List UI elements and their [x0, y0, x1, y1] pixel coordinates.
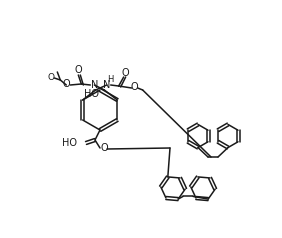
Text: O: O	[100, 143, 108, 153]
Text: O: O	[74, 65, 82, 75]
Text: O: O	[63, 79, 70, 89]
Text: O: O	[131, 82, 138, 92]
Text: O: O	[48, 74, 55, 83]
Text: HO: HO	[62, 138, 77, 148]
Text: N: N	[91, 80, 98, 90]
Text: N: N	[103, 80, 110, 90]
Text: HO: HO	[84, 89, 99, 99]
Text: O: O	[122, 68, 129, 78]
Text: H: H	[107, 75, 114, 84]
